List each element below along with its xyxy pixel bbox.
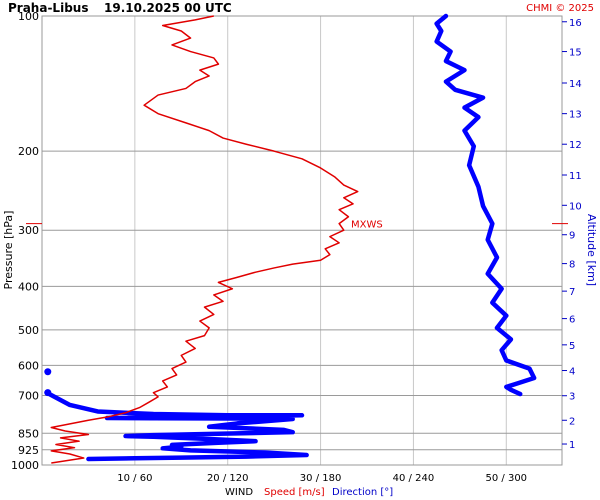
direction-point-2 <box>44 389 52 397</box>
pressure-tick-400: 400 <box>18 280 39 293</box>
altitude-tick-10: 10 <box>569 201 582 212</box>
altitude-tick-14: 14 <box>569 79 582 90</box>
x-tick-1: 10 / 60 <box>117 473 152 484</box>
pressure-tick-100: 100 <box>18 10 39 23</box>
altitude-tick-1: 1 <box>569 440 575 451</box>
pressure-tick-600: 600 <box>18 359 39 372</box>
series-layer <box>44 13 537 464</box>
altitude-tick-15: 15 <box>569 48 582 59</box>
pressure-tick-300: 300 <box>18 224 39 237</box>
footer-wind-label: WIND <box>225 487 253 498</box>
chart-subtitle: 19.10.2025 00 UTC <box>104 1 232 15</box>
altitude-tick-12: 12 <box>569 140 582 151</box>
mxws-label: MXWS <box>351 220 383 231</box>
altitude-tick-16: 16 <box>569 18 582 29</box>
direction-point-1 <box>44 368 52 376</box>
credit-label: CHMI © 2025 <box>526 3 594 14</box>
direction-line-upper <box>434 13 537 397</box>
altitude-axis-label: Altitude [km] <box>585 214 598 286</box>
altitude-tick-3: 3 <box>569 392 575 403</box>
pressure-tick-1000: 1000 <box>11 459 39 472</box>
altitude-tick-4: 4 <box>569 367 575 378</box>
pressure-axis-label: Pressure [hPa] <box>2 211 15 290</box>
x-tick-4: 40 / 240 <box>393 473 435 484</box>
x-tick-2: 20 / 120 <box>207 473 249 484</box>
footer-direction-label: Direction [°] <box>332 487 393 498</box>
x-tick-5: 50 / 300 <box>486 473 528 484</box>
altitude-tick-9: 9 <box>569 231 575 242</box>
pressure-tick-925: 925 <box>18 444 39 457</box>
pressure-tick-200: 200 <box>18 145 39 158</box>
altitude-tick-6: 6 <box>569 315 575 326</box>
altitude-tick-2: 2 <box>569 416 575 427</box>
speed-line <box>50 15 359 464</box>
altitude-tick-7: 7 <box>569 287 575 298</box>
pressure-tick-500: 500 <box>18 324 39 337</box>
pressure-tick-850: 850 <box>18 427 39 440</box>
plot-frame <box>41 15 563 466</box>
footer-speed-label: Speed [m/s] <box>264 487 325 498</box>
direction-line-low <box>44 390 309 462</box>
altitude-tick-13: 13 <box>569 110 582 121</box>
altitude-tick-8: 8 <box>569 260 575 271</box>
altitude-tick-11: 11 <box>569 171 582 182</box>
chart-title: Praha-Libus <box>8 1 88 15</box>
pressure-tick-700: 700 <box>18 389 39 402</box>
altitude-tick-5: 5 <box>569 341 575 352</box>
x-tick-3: 30 / 180 <box>300 473 342 484</box>
